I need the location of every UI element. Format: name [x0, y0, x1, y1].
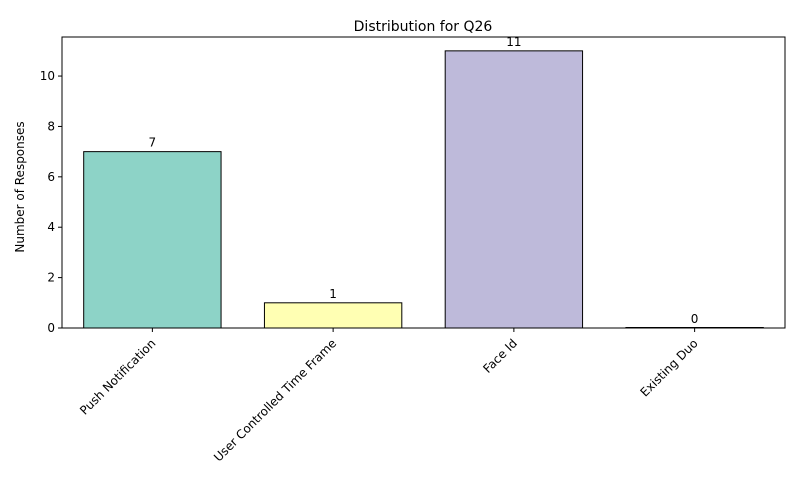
plot-frame [61, 36, 786, 329]
bar-0 [83, 151, 222, 329]
y-axis-label: Number of Responses [13, 121, 27, 252]
bar-1 [263, 302, 403, 329]
y-tick-label-0: 0 [47, 321, 55, 335]
data-label-0: 7 [149, 136, 157, 150]
plot-area: 7 Push Notification 1 User Controlled Time … [40, 35, 786, 464]
x-tick-label-3: Existing Duo [637, 336, 700, 399]
x-tick-label-2: Face Id [480, 336, 520, 376]
x-tick-label-0: Push Notification [77, 336, 158, 417]
bar-2 [444, 50, 584, 329]
y-tick-label-4: 8 [47, 119, 55, 133]
y-tick-label-3: 6 [47, 170, 55, 184]
x-tick-label-1: User Controlled Time Frame [211, 336, 339, 464]
chart-title: Distribution for Q26 [354, 19, 493, 35]
y-tick-label-2: 4 [47, 220, 55, 234]
y-tick-label-5: 10 [40, 69, 55, 83]
data-label-2: 11 [506, 35, 521, 49]
y-tick-label-1: 2 [47, 271, 55, 285]
data-label-1: 1 [329, 287, 337, 301]
data-label-3: 0 [691, 312, 699, 326]
